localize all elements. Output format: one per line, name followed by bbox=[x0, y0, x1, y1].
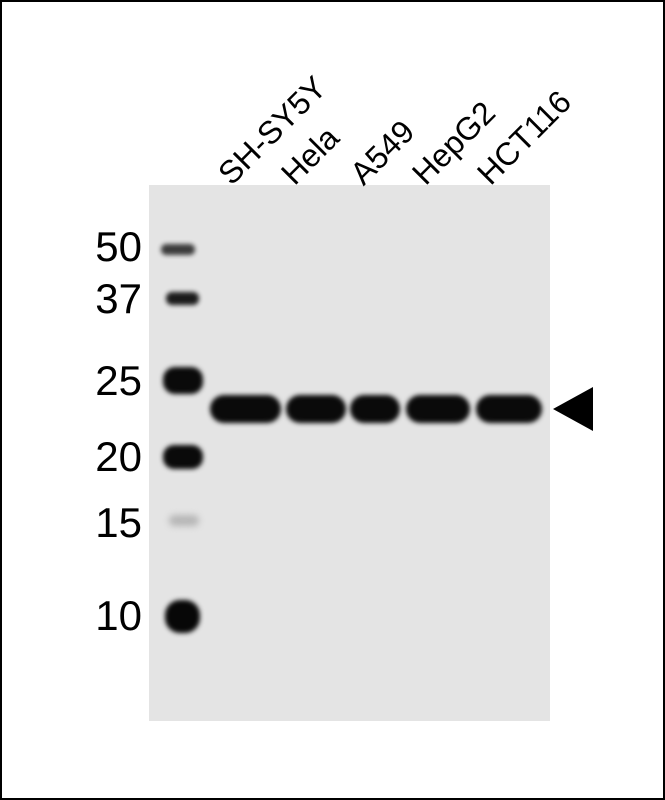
ladder-band-25 bbox=[163, 367, 203, 394]
sample-band-2 bbox=[286, 395, 346, 423]
mw-marker-label-37: 37 bbox=[95, 275, 142, 322]
lane-label-3: A549 bbox=[342, 113, 422, 192]
ladder-band-10 bbox=[165, 600, 200, 633]
sample-band-3 bbox=[350, 395, 400, 423]
sample-band-5 bbox=[476, 395, 542, 423]
band-pointer-arrow bbox=[553, 387, 593, 431]
mw-marker-label-50: 50 bbox=[95, 223, 142, 270]
sample-band-1 bbox=[210, 395, 281, 423]
ladder-band-50 bbox=[161, 244, 195, 255]
mw-marker-label-25: 25 bbox=[95, 357, 142, 404]
ladder-band-20 bbox=[163, 445, 203, 469]
ladder-band-37 bbox=[166, 292, 199, 305]
blot-panel bbox=[149, 185, 550, 721]
ladder-band-15 bbox=[169, 515, 199, 526]
lane-label-5: HCT116 bbox=[469, 83, 578, 192]
mw-marker-label-10: 10 bbox=[95, 592, 142, 639]
mw-marker-label-15: 15 bbox=[95, 499, 142, 546]
sample-band-4 bbox=[406, 395, 470, 423]
mw-marker-label-20: 20 bbox=[95, 433, 142, 480]
